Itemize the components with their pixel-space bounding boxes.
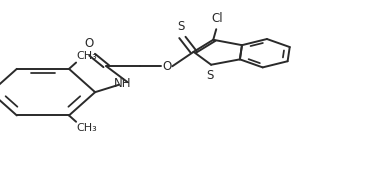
Text: Cl: Cl xyxy=(211,12,223,25)
Text: CH₃: CH₃ xyxy=(77,51,98,61)
Text: CH₃: CH₃ xyxy=(77,123,98,133)
Text: O: O xyxy=(162,60,171,73)
Text: NH: NH xyxy=(115,77,132,90)
Text: O: O xyxy=(85,37,94,50)
Text: S: S xyxy=(178,20,185,33)
Text: S: S xyxy=(206,69,214,82)
